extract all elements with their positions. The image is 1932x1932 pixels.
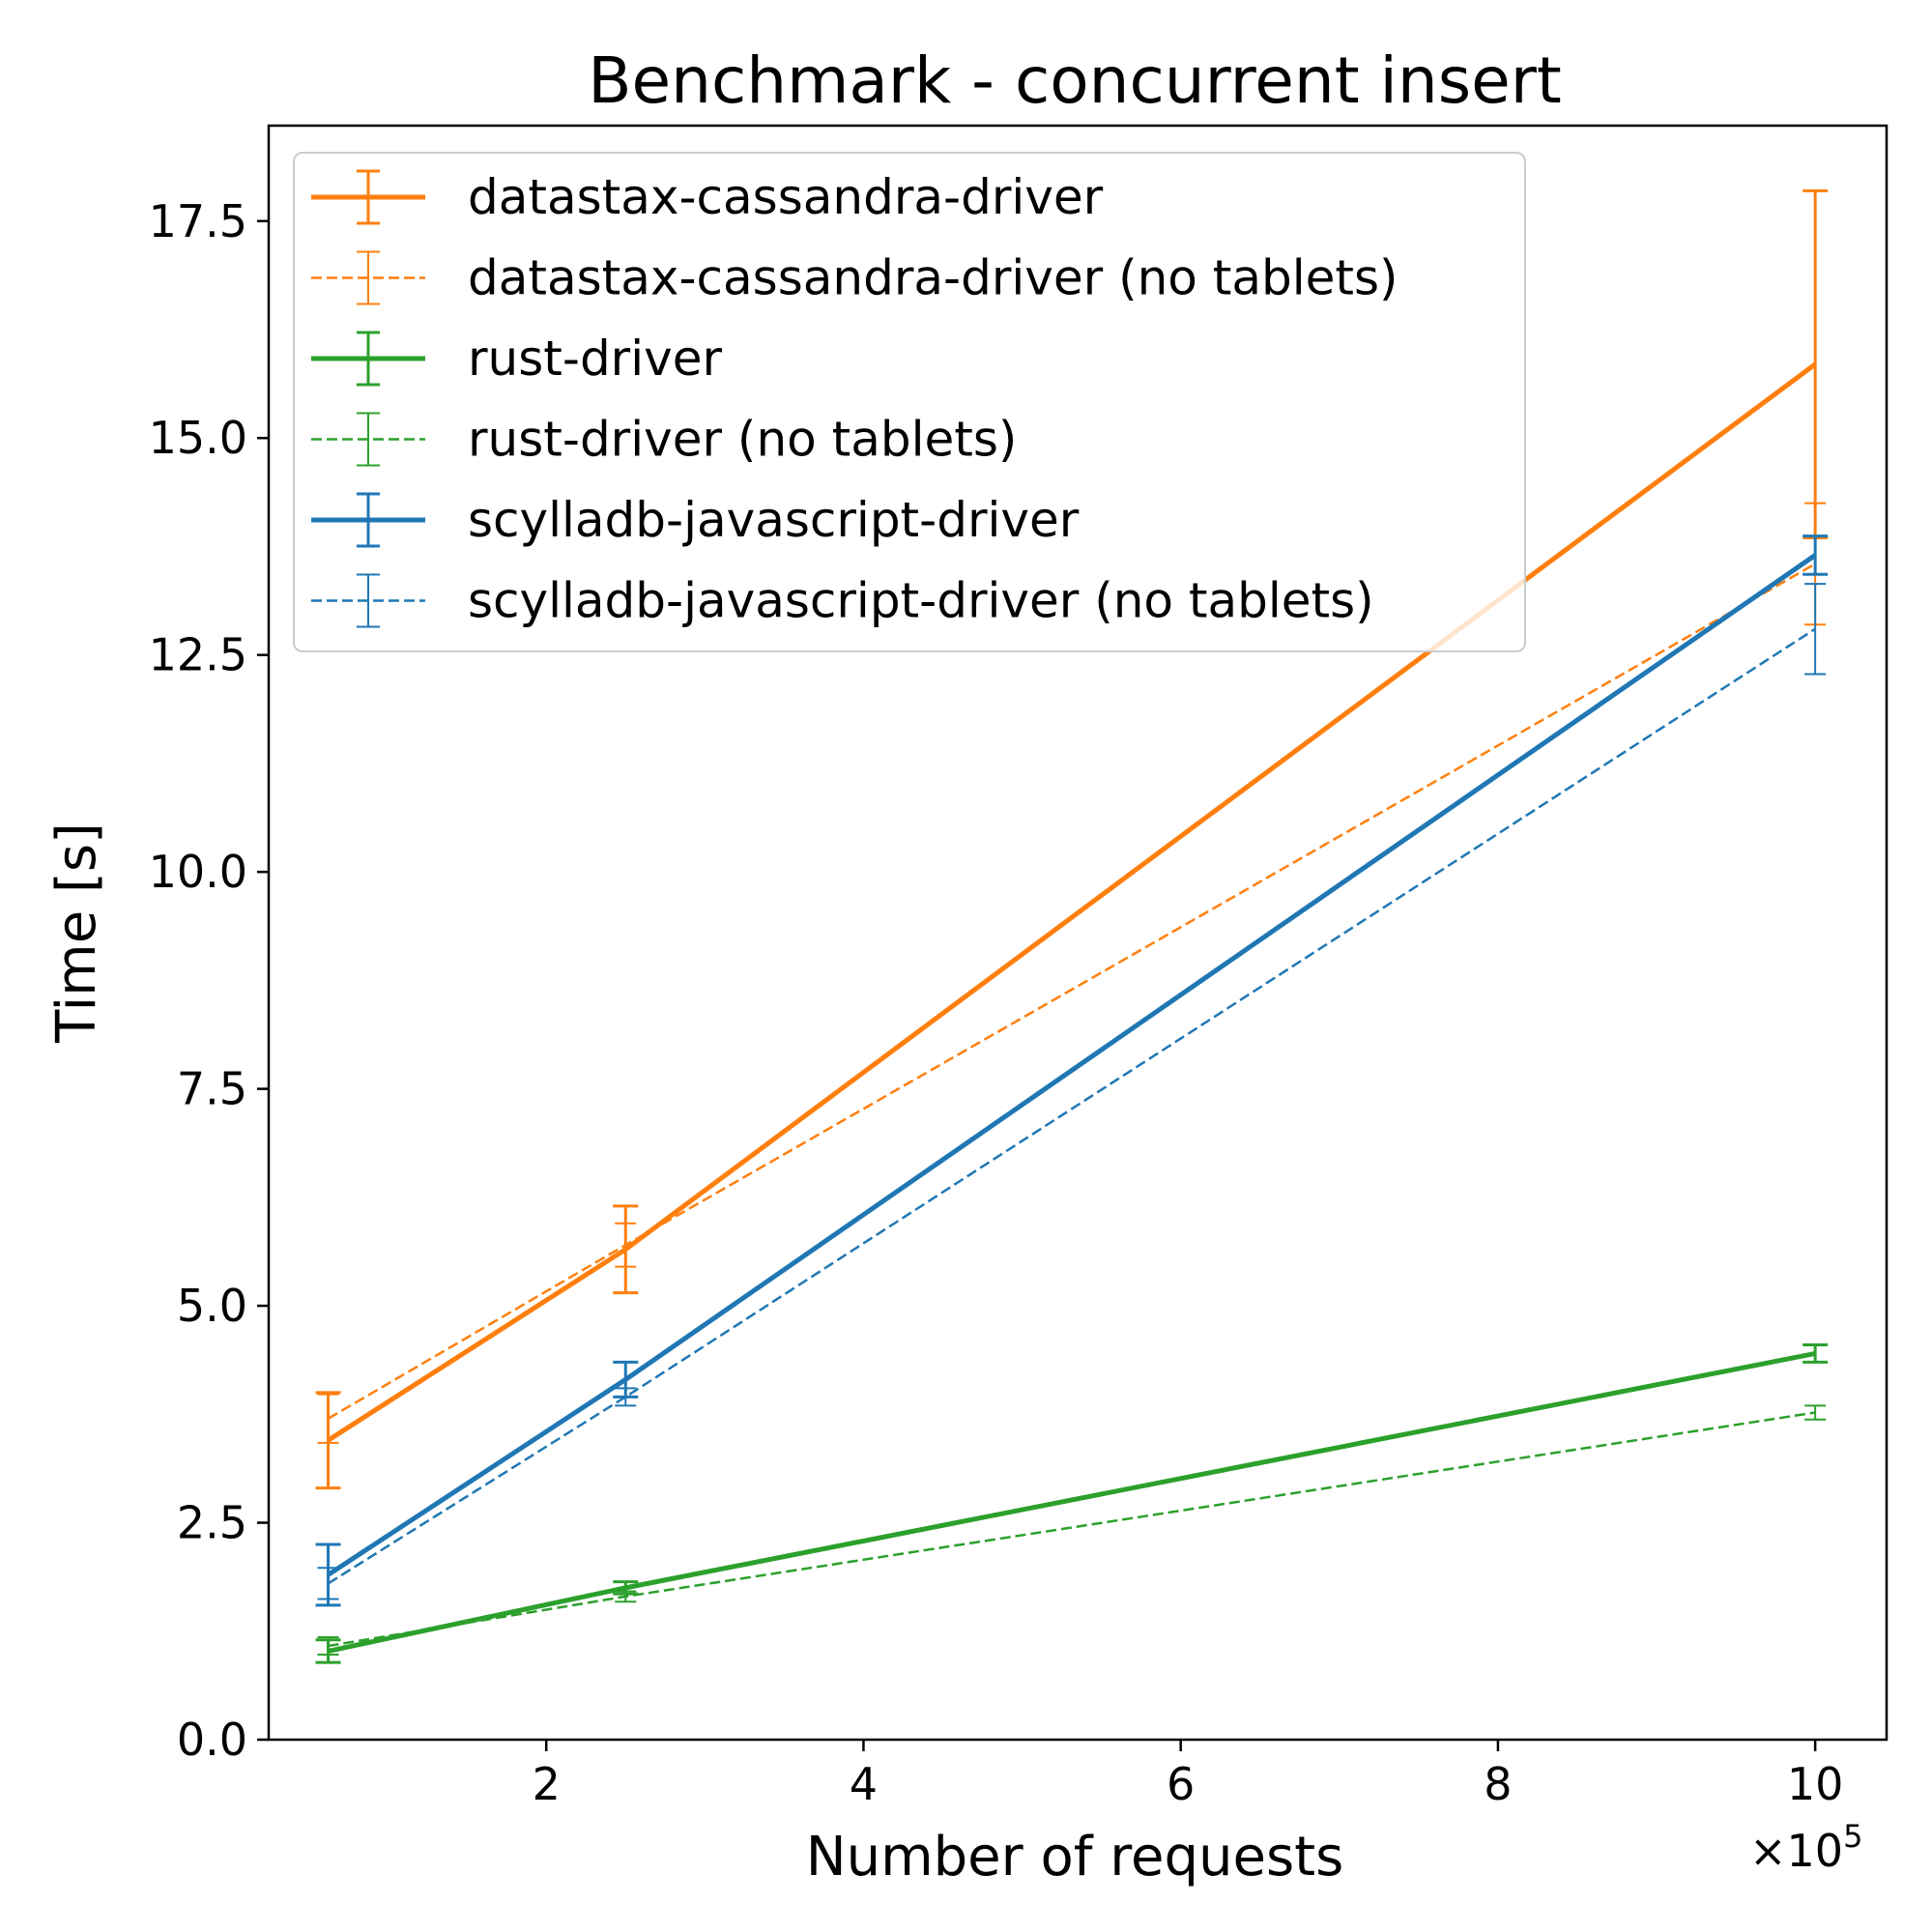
x-tick-label: 8 xyxy=(1484,1758,1512,1810)
y-axis: 0.0 2.5 5.0 7.5 10.0 12.5 15.0 17.5 xyxy=(149,195,269,1766)
series-line-scylladb-javascript-driver-no-tablets xyxy=(327,627,1816,1585)
x-tick-label: 4 xyxy=(850,1758,878,1810)
series-line-rust-driver xyxy=(328,1351,1816,1654)
y-tick-label: 2.5 xyxy=(177,1497,247,1549)
chart-title: Benchmark - concurrent insert xyxy=(588,43,1561,118)
y-tick-label: 10.0 xyxy=(149,846,247,898)
x-tick-label: 6 xyxy=(1167,1758,1195,1810)
x-axis-multiplier: ×105 xyxy=(1749,1818,1862,1877)
legend-box xyxy=(293,152,1526,652)
legend-label: rust-driver xyxy=(468,331,722,387)
x-axis: 2 4 6 8 10 xyxy=(533,1740,1844,1810)
x-tick-label: 2 xyxy=(533,1758,561,1810)
legend: datastax-cassandra-driver datastax-cassan… xyxy=(293,152,1526,652)
plot-area xyxy=(315,188,1829,1664)
x-axis-label: Number of requests xyxy=(806,1826,1344,1889)
y-tick-label: 0.0 xyxy=(177,1714,247,1766)
y-axis-label: Time [s] xyxy=(45,822,108,1044)
x-tick-label: 10 xyxy=(1787,1758,1844,1810)
legend-label: rust-driver (no tablets) xyxy=(468,412,1017,468)
y-tick-label: 12.5 xyxy=(149,629,247,681)
y-tick-label: 15.0 xyxy=(149,412,247,464)
y-tick-label: 5.0 xyxy=(177,1280,247,1332)
series-line-rust-driver-no-tablets xyxy=(328,1411,1816,1648)
legend-label: scylladb-javascript-driver (no tablets) xyxy=(468,573,1374,629)
series-line-datastax-cassandra-driver-no-tablets xyxy=(327,562,1816,1420)
legend-label: datastax-cassandra-driver xyxy=(468,169,1104,225)
y-tick-label: 17.5 xyxy=(149,195,247,247)
plot-frame xyxy=(267,124,1889,1742)
series-line-scylladb-javascript-driver xyxy=(327,553,1817,1577)
legend-label: datastax-cassandra-driver (no tablets) xyxy=(468,250,1399,306)
legend-label: scylladb-javascript-driver xyxy=(468,492,1080,548)
y-tick-label: 7.5 xyxy=(177,1063,247,1115)
